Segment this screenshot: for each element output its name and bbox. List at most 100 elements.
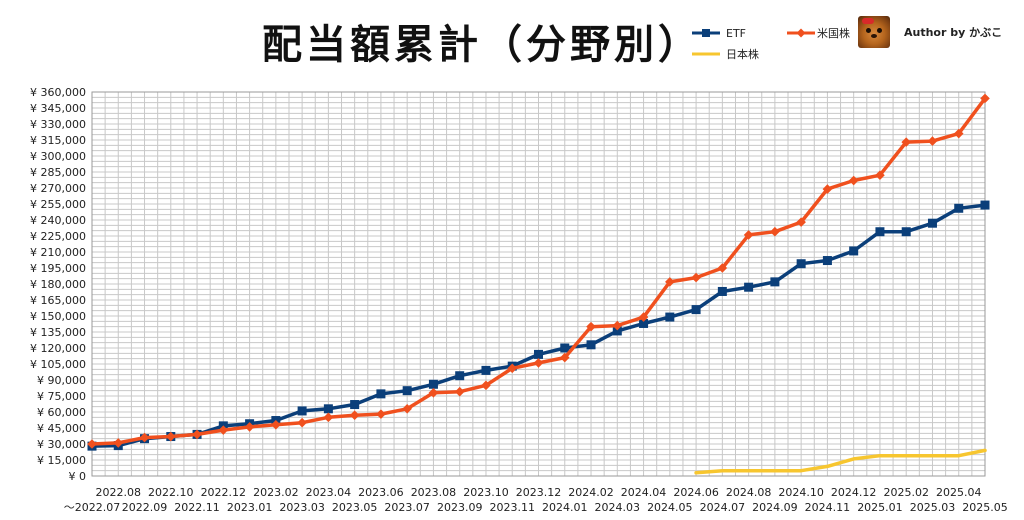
x-tick-label: ～2022.07	[64, 501, 121, 514]
data-point-us-stock	[349, 410, 360, 420]
data-point-etf	[323, 404, 333, 414]
data-point-etf	[770, 277, 780, 287]
x-tick-label: 2024.06	[673, 486, 719, 499]
data-point-us-stock	[218, 425, 229, 435]
y-tick-label: ¥ 60,000	[37, 406, 86, 419]
x-tick-label: 2022.12	[201, 486, 247, 499]
y-tick-label: ¥ 15,000	[37, 454, 86, 467]
data-point-us-stock	[848, 175, 859, 186]
x-tick-label: 2023.03	[279, 501, 325, 514]
chart-title: 配当額累計（分野別）	[262, 22, 702, 68]
plot-frame	[91, 91, 986, 477]
data-point-etf	[875, 227, 885, 237]
data-point-us-stock	[297, 417, 307, 428]
data-point-etf	[428, 379, 438, 389]
data-point-etf	[297, 406, 307, 416]
x-tick-label: 2023.09	[437, 501, 483, 514]
author-label: Author by かぶこ	[904, 26, 1003, 39]
y-tick-label: ¥ 225,000	[30, 230, 86, 243]
data-point-us-stock	[770, 226, 780, 237]
x-tick-label: 2023.05	[332, 501, 378, 514]
data-point-us-stock	[376, 409, 386, 419]
y-tick-label: ¥ 165,000	[30, 294, 86, 307]
x-tick-label: 2025.02	[883, 486, 929, 499]
x-tick-label: 2023.01	[227, 501, 273, 514]
y-tick-label: ¥ 330,000	[30, 118, 86, 131]
series-layer	[87, 93, 990, 475]
x-tick-label: 2024.08	[726, 486, 772, 499]
y-tick-label: ¥ 345,000	[30, 102, 86, 115]
y-tick-label: ¥ 300,000	[30, 150, 86, 163]
y-tick-label: ¥ 210,000	[30, 246, 86, 259]
data-point-etf	[691, 305, 701, 315]
data-point-us-stock	[665, 277, 675, 287]
data-point-us-stock	[113, 438, 124, 448]
x-tick-label: 2024.07	[700, 501, 746, 514]
data-point-us-stock	[638, 312, 649, 322]
data-point-us-stock	[953, 128, 964, 139]
y-tick-label: ¥ 120,000	[30, 342, 86, 355]
data-point-etf	[980, 200, 990, 210]
data-point-us-stock	[507, 363, 518, 374]
data-point-us-stock	[139, 432, 150, 443]
data-point-us-stock	[980, 93, 990, 104]
data-point-us-stock	[533, 358, 544, 368]
data-point-us-stock	[323, 412, 334, 423]
data-point-us-stock	[927, 136, 938, 146]
y-tick-label: ¥ 240,000	[30, 214, 86, 227]
x-tick-label: 2023.07	[384, 501, 430, 514]
data-point-etf	[402, 386, 412, 396]
y-tick-label: ¥ 105,000	[30, 358, 86, 371]
y-tick-label: ¥ 285,000	[30, 166, 86, 179]
x-tick-label: 2022.09	[122, 501, 168, 514]
data-point-etf	[927, 218, 937, 228]
y-tick-label: ¥ 195,000	[30, 262, 86, 275]
data-point-us-stock	[743, 230, 754, 240]
data-point-us-stock	[612, 320, 623, 331]
y-tick-label: ¥ 45,000	[37, 422, 86, 435]
x-tick-label: 2024.09	[752, 501, 798, 514]
data-point-etf	[586, 340, 596, 350]
y-tick-label: ¥ 75,000	[37, 390, 86, 403]
data-point-us-stock	[87, 439, 97, 449]
y-tick-label: ¥ 0	[69, 470, 87, 483]
legend-label-etf: ETF	[726, 27, 746, 40]
x-tick-label: 2024.04	[621, 486, 667, 499]
x-tick-label: 2025.04	[936, 486, 982, 499]
data-point-us-stock	[691, 272, 701, 283]
x-tick-label: 2024.05	[647, 501, 693, 514]
data-point-us-stock	[271, 420, 281, 430]
data-point-etf	[481, 365, 491, 375]
axes: ¥ 0 ¥ 15,000 ¥ 30,000 ¥ 45,000 ¥ 60,000 ¥ 75,…	[30, 86, 1008, 514]
data-point-us-stock	[586, 321, 596, 332]
legend-marker-etf	[702, 29, 710, 37]
y-tick-label: ¥ 150,000	[30, 310, 86, 323]
data-point-etf	[376, 389, 386, 399]
x-tick-label: 2024.02	[568, 486, 614, 499]
data-point-us-stock	[822, 184, 833, 194]
data-point-us-stock	[244, 422, 255, 432]
x-tick-label: 2023.06	[358, 486, 404, 499]
x-tick-label: 2022.10	[148, 486, 194, 499]
data-point-etf	[849, 246, 859, 256]
data-point-us-stock	[402, 404, 412, 414]
author-badge: Author by かぶこ	[858, 16, 1002, 48]
x-tick-label: 2024.03	[595, 501, 641, 514]
author-avatar	[858, 16, 890, 48]
data-point-us-stock	[165, 431, 176, 442]
x-tick-label: 2023.08	[411, 486, 457, 499]
data-point-etf	[612, 326, 622, 336]
data-point-etf	[822, 256, 832, 266]
y-tick-label: ¥ 360,000	[30, 86, 86, 99]
legend-marker-us-stock	[796, 28, 806, 38]
data-point-etf	[717, 286, 727, 296]
x-tick-label: 2023.04	[306, 486, 352, 499]
series-line-jp-stock	[694, 448, 987, 475]
x-tick-label: 2025.01	[857, 501, 903, 514]
y-tick-label: ¥ 255,000	[30, 198, 86, 211]
data-point-us-stock	[875, 170, 885, 180]
data-point-etf	[560, 343, 570, 353]
data-point-etf	[796, 259, 806, 269]
